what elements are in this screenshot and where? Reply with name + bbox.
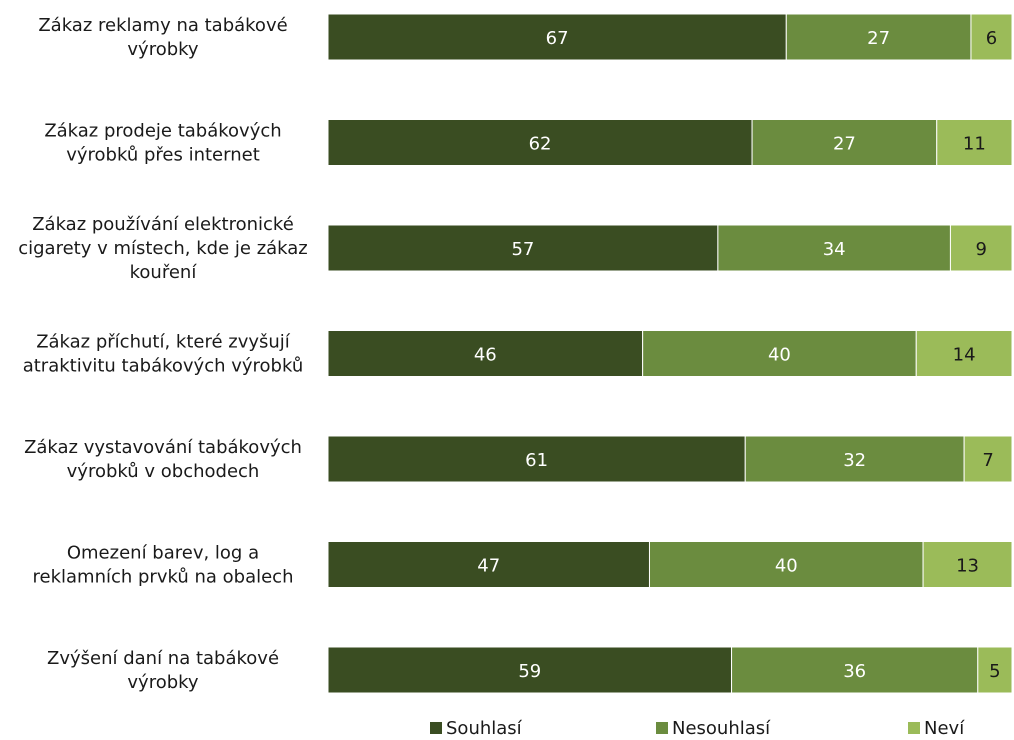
category-label: Zákaz používání elektronické cigarety v m… [18,214,308,283]
bar-segment-nesouhlasí [744,435,965,483]
bar-segment-neví [977,646,1013,694]
bar-value-label: 40 [775,556,798,577]
bar-segment-neví [922,541,1013,588]
legend: Souhlasí Nesouhlasí Neví [430,718,965,739]
category-label-line: výrobky [127,39,199,60]
category-label-line: Zákaz vystavování tabákových [24,437,302,458]
category-label-line: Zákaz reklamy na tabákové [38,15,287,36]
bar-segment-souhlasí [327,646,733,694]
bar-value-label: 13 [956,556,979,577]
category-label: Zákaz reklamy na tabákové výrobky [38,15,287,60]
bar-value-labels: 67 27 6 62 27 11 57 34 9 46 40 14 61 32 7 47 40 13 59 36 5 [474,28,1001,682]
bar-value-label: 14 [953,345,976,366]
bar-value-label: 61 [525,450,548,471]
category-label-line: Zákaz příchutí, které zvyšují [36,332,291,353]
bar-value-label: 59 [518,661,541,682]
bar-segment-souhlasí [327,119,753,166]
legend-swatch [430,722,442,734]
category-label-line: výrobků přes internet [66,145,260,166]
bar-value-label: 27 [833,134,856,155]
bar-segment-nesouhlasí [648,541,924,588]
bar-segment-souhlasí [327,330,644,377]
bar-value-label: 57 [511,239,534,260]
category-label-line: výrobky [127,672,199,693]
category-label-line: Omezení barev, log a [67,543,259,564]
category-label-line: reklamních prvků na obalech [33,567,294,588]
bar-segment-neví [970,13,1013,61]
category-label: Zákaz vystavování tabákových výrobků v ob… [24,437,302,482]
category-labels: Zákaz reklamy na tabákové výrobky Zákaz pr… [18,15,308,693]
bar-value-label: 6 [986,28,997,49]
bar-value-label: 9 [975,239,986,260]
bar-segment-souhlasí [327,541,650,588]
bar-value-label: 46 [474,345,497,366]
bar-segment-neví [936,119,1013,166]
category-label: Omezení barev, log a reklamních prvků na … [33,543,294,588]
category-label-line: kouření [130,262,198,283]
category-label-line: cigarety v místech, kde je zákaz [18,238,308,259]
bar-value-label: 7 [982,450,993,471]
legend-label: Neví [924,718,965,739]
bar-value-label: 40 [768,345,791,366]
legend-label: Souhlasí [446,718,523,739]
bar-value-label: 62 [529,134,552,155]
category-label-line: Zvýšení daní na tabákové [47,648,279,669]
category-label: Zvýšení daní na tabákové výrobky [47,648,279,693]
bar-segment-souhlasí [327,13,787,61]
bar-value-label: 11 [963,134,986,155]
category-label: Zákaz prodeje tabákových výrobků přes int… [44,121,281,166]
bar-segment-nesouhlasí [751,119,938,166]
category-label-line: Zákaz prodeje tabákových [44,121,281,142]
bar-value-label: 34 [823,239,846,260]
bar-segment-neví [963,435,1013,483]
category-label: Zákaz příchutí, které zvyšují atraktivitu… [23,332,304,377]
bar-segment-neví [915,330,1013,377]
category-label-line: Zákaz používání elektronické [32,214,294,235]
bar-segment-neví [949,224,1013,272]
legend-label: Nesouhlasí [672,718,771,739]
bar-value-label: 5 [989,661,1000,682]
bar-segment-nesouhlasí [731,646,979,694]
bar-segment-souhlasí [327,435,746,483]
bar-value-label: 67 [546,28,569,49]
bar-value-label: 27 [867,28,890,49]
bar-segments [327,13,1013,694]
category-label-line: výrobků v obchodech [67,461,260,482]
bar-segment-nesouhlasí [717,224,951,272]
bar-value-label: 32 [843,450,866,471]
bar-value-label: 47 [477,556,500,577]
bar-segment-nesouhlasí [785,13,972,61]
bar-value-label: 36 [843,661,866,682]
legend-swatch [908,722,920,734]
legend-swatch [656,722,668,734]
category-label-line: atraktivitu tabákových výrobků [23,356,304,377]
bar-segment-souhlasí [327,224,719,272]
